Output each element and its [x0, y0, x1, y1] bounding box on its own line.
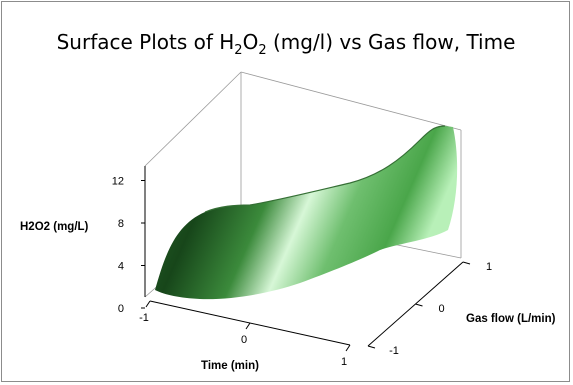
- x-axis: -1 0 1 Time (min): [139, 300, 351, 372]
- y-tick-label: 0: [438, 303, 444, 315]
- y-tick-label: -1: [389, 345, 399, 357]
- z-tick-label: 8: [118, 218, 124, 230]
- surface-top-edge: [204, 125, 446, 213]
- z-tick-label: 4: [118, 261, 124, 273]
- x-tick-label: 0: [241, 334, 247, 346]
- surface: [155, 125, 458, 300]
- y-tick: [367, 345, 376, 349]
- y-tick-label: 1: [486, 261, 492, 273]
- x-tick: [345, 344, 351, 352]
- y-tick: [462, 261, 471, 265]
- z-axis: 0 4 8 12 H2O2 (mg/L): [20, 166, 146, 315]
- chart-title: Surface Plots of H2O2 (mg/l) vs Gas flow…: [57, 30, 516, 58]
- y-axis: -1 0 1 Gas flow (L/min): [367, 261, 556, 357]
- x-axis-label: Time (min): [201, 360, 259, 372]
- x-tick-label: 1: [341, 356, 347, 368]
- surface-mesh: [155, 126, 458, 300]
- x-tick: [245, 322, 251, 330]
- z-tick-label: 0: [118, 303, 124, 315]
- x-tick: [145, 300, 151, 308]
- y-tick: [415, 303, 423, 307]
- z-axis-label: H2O2 (mg/L): [20, 221, 89, 233]
- y-axis-label: Gas flow (L/min): [466, 313, 556, 325]
- x-tick-label: -1: [139, 312, 149, 324]
- z-tick-label: 12: [112, 176, 124, 188]
